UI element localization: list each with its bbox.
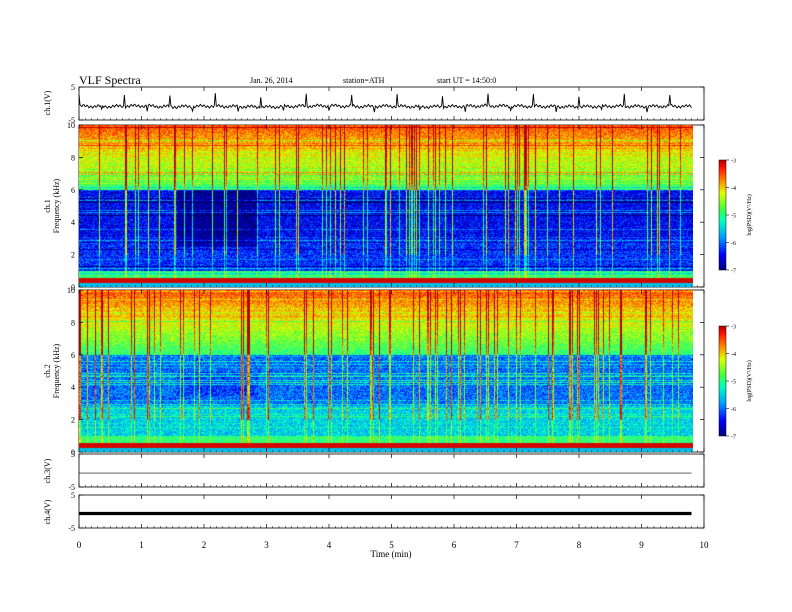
colorbar-tick-label: -7 <box>731 435 736 441</box>
y-tick-label: 5 <box>71 450 75 459</box>
y-tick-label: 0 <box>71 283 75 292</box>
y-tick-label: 5 <box>71 83 75 92</box>
ch1-colorbar-label: log(PSD)(V²/Hz) <box>746 194 753 235</box>
waveform-line <box>78 93 692 113</box>
ch2-spectrogram-image <box>79 290 693 452</box>
date-label: Jan. 26, 2014 <box>250 76 293 85</box>
x-tick-label: 7 <box>514 540 519 550</box>
colorbar-tick-label: -6 <box>731 407 736 413</box>
ch2-colorbar <box>718 325 727 437</box>
ch3-waveform-ylabel: ch.3(V) <box>43 458 52 483</box>
y-tick-label: -5 <box>68 524 75 533</box>
ch4-waveform-ylabel: ch.4(V) <box>43 499 52 524</box>
figure-title: VLF Spectra <box>79 73 141 87</box>
colorbar-tick-label: -5 <box>731 380 736 386</box>
x-tick-label: 10 <box>700 540 710 550</box>
y-tick-label: 10 <box>67 286 75 295</box>
x-tick-label: 5 <box>389 540 394 550</box>
colorbar-tick-label: -3 <box>731 159 736 165</box>
ch1-waveform-ylabel: ch.1(V) <box>43 90 52 115</box>
x-tick-label: 6 <box>452 540 457 550</box>
x-tick-label: 3 <box>264 540 269 550</box>
x-tick-label: 4 <box>327 540 332 550</box>
y-tick-label: 2 <box>71 251 75 260</box>
y-tick-label: 6 <box>71 351 75 360</box>
ch1-waveform-frame <box>78 86 705 121</box>
ch1-spectrogram-ylabel-freq: Frequency (kHz) <box>52 178 61 233</box>
x-axis: 0 1 2 3 4 5 6 7 8 9 10 <box>77 87 709 550</box>
ch1-colorbar <box>718 159 727 271</box>
station-label: station=ATH <box>343 76 385 85</box>
colorbar-tick-label: -5 <box>731 214 736 220</box>
y-tick-label: 8 <box>71 153 75 162</box>
ch2-spectrogram-ylabel-channel: ch.2 <box>43 364 52 378</box>
ch2-spectrogram-ylabel-freq: Frequency (kHz) <box>52 343 61 398</box>
x-axis-label: Time (min) <box>371 549 412 559</box>
y-tick-label: -5 <box>68 483 75 492</box>
ch1-spectrogram-ylabel-channel: ch.1 <box>43 199 52 213</box>
x-tick-label: 0 <box>77 540 82 550</box>
colorbar-tick-label: -3 <box>731 325 736 331</box>
colorbar-tick-label: -4 <box>731 186 736 192</box>
ch2-colorbar-label: log(PSD)(V²/Hz) <box>746 360 753 401</box>
colorbar-tick-label: -6 <box>731 241 736 247</box>
x-tick-label: 8 <box>577 540 582 550</box>
y-tick-label: 10 <box>67 121 75 130</box>
y-tick-label: 8 <box>71 318 75 327</box>
waveform-traces <box>78 93 692 516</box>
y-tick-label: 4 <box>71 218 75 227</box>
y-tick-label: 2 <box>71 416 75 425</box>
y-tick-label: 0 <box>71 448 75 457</box>
colorbar-ticks: -3 -4 -5 -6 -7 -3 -4 -5 -6 -7 <box>726 159 736 441</box>
y-tick-label: 6 <box>71 186 75 195</box>
x-tick-label: 9 <box>639 540 644 550</box>
x-tick-label: 2 <box>202 540 207 550</box>
y-tick-label: -5 <box>68 116 75 125</box>
x-tick-label: 1 <box>139 540 144 550</box>
start-time-label: start UT = 14:50:0 <box>437 76 496 85</box>
colorbar-tick-label: -4 <box>731 352 736 358</box>
ch3-waveform-frame <box>78 453 705 488</box>
y-tick-label: 4 <box>71 383 75 392</box>
colorbar-tick-label: -7 <box>731 269 736 275</box>
ch1-spectrogram-image <box>79 125 693 287</box>
y-tick-label: 5 <box>71 491 75 500</box>
ch4-waveform-frame <box>78 494 705 529</box>
